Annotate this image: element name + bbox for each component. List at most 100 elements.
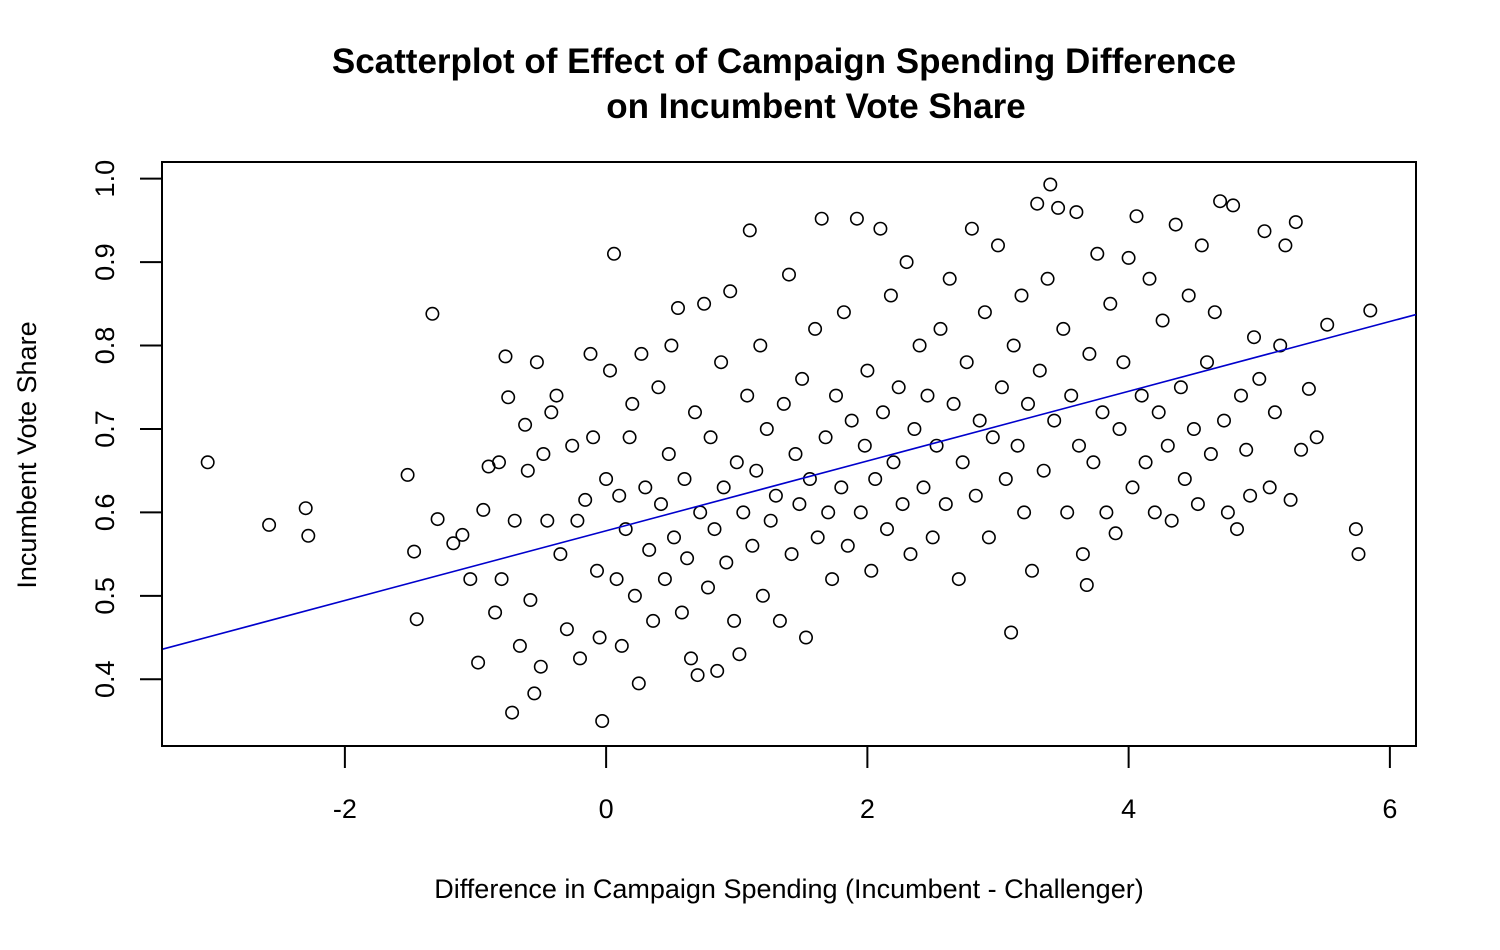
data-point	[1155, 313, 1170, 328]
data-point	[1173, 380, 1188, 395]
data-point	[471, 655, 486, 670]
data-point	[972, 413, 987, 428]
data-point	[1252, 371, 1267, 386]
data-point	[1014, 288, 1029, 303]
data-point	[661, 446, 676, 461]
data-point	[907, 421, 922, 436]
data-point	[808, 321, 823, 336]
data-point	[1203, 446, 1218, 461]
data-point	[1072, 438, 1087, 453]
data-point	[1142, 271, 1157, 286]
data-point	[875, 405, 890, 420]
data-point	[836, 305, 851, 320]
data-point	[446, 536, 461, 551]
data-point	[657, 572, 672, 587]
data-point	[1082, 346, 1097, 361]
data-point	[1190, 497, 1205, 512]
data-point	[680, 551, 695, 566]
data-point	[1301, 381, 1316, 396]
data-point	[968, 488, 983, 503]
data-point	[1064, 388, 1079, 403]
data-point	[622, 430, 637, 445]
data-point	[687, 405, 702, 420]
data-point	[298, 501, 313, 516]
data-point	[781, 267, 796, 282]
data-point	[1020, 396, 1035, 411]
data-point	[868, 471, 883, 486]
data-point	[981, 530, 996, 545]
data-point	[700, 580, 715, 595]
data-point	[1194, 238, 1209, 253]
data-point	[1351, 547, 1366, 562]
data-point	[964, 221, 979, 236]
data-point	[425, 306, 440, 321]
y-tick-label: 0.7	[90, 410, 120, 448]
data-point	[755, 588, 770, 603]
data-point	[1069, 205, 1084, 220]
data-point	[505, 705, 520, 720]
data-point	[1090, 246, 1105, 261]
data-point	[920, 388, 935, 403]
data-point	[879, 522, 894, 537]
data-point	[1079, 577, 1094, 592]
data-point	[586, 430, 601, 445]
data-point	[776, 396, 791, 411]
data-point	[1103, 296, 1118, 311]
y-axis-label: Incumbent Vote Share	[12, 321, 42, 588]
data-point	[690, 668, 705, 683]
data-point	[818, 430, 833, 445]
data-point	[1234, 388, 1249, 403]
data-point	[609, 572, 624, 587]
data-point	[844, 413, 859, 428]
data-point	[990, 238, 1005, 253]
data-point	[670, 300, 685, 315]
data-point	[1086, 455, 1101, 470]
y-tick-label: 0.6	[90, 494, 120, 532]
data-point	[1164, 513, 1179, 528]
data-point	[498, 349, 513, 364]
data-point	[834, 480, 849, 495]
data-point	[736, 505, 751, 520]
data-point	[763, 513, 778, 528]
data-point	[570, 513, 585, 528]
data-points	[200, 177, 1378, 728]
data-point	[1200, 355, 1215, 370]
data-point	[745, 538, 760, 553]
data-point	[501, 390, 516, 405]
data-point	[860, 363, 875, 378]
data-point	[1138, 455, 1153, 470]
data-point	[400, 467, 415, 482]
data-point	[1006, 338, 1021, 353]
data-point	[536, 446, 551, 461]
data-point	[592, 630, 607, 645]
data-point	[625, 396, 640, 411]
data-point	[933, 321, 948, 336]
data-point	[1283, 492, 1298, 507]
data-point	[1099, 505, 1114, 520]
x-tick-label: 6	[1382, 794, 1397, 824]
data-point	[895, 497, 910, 512]
data-point	[959, 355, 974, 370]
data-point	[1220, 505, 1235, 520]
data-point	[544, 405, 559, 420]
data-point	[864, 563, 879, 578]
chart-title-line2: on Incumbent Vote Share	[606, 87, 1025, 126]
data-point	[301, 528, 316, 543]
data-point	[1278, 238, 1293, 253]
data-point	[1257, 224, 1272, 239]
data-point	[1004, 625, 1019, 640]
data-point	[729, 455, 744, 470]
data-point	[821, 505, 836, 520]
data-point	[719, 555, 734, 570]
data-point	[1177, 471, 1192, 486]
data-point	[768, 488, 783, 503]
data-point	[553, 547, 568, 562]
data-point	[646, 613, 661, 628]
data-point	[638, 480, 653, 495]
data-point	[1040, 271, 1055, 286]
y-tick-label: 0.9	[90, 243, 120, 281]
data-point	[1320, 317, 1335, 332]
data-point	[759, 421, 774, 436]
data-point	[912, 338, 927, 353]
